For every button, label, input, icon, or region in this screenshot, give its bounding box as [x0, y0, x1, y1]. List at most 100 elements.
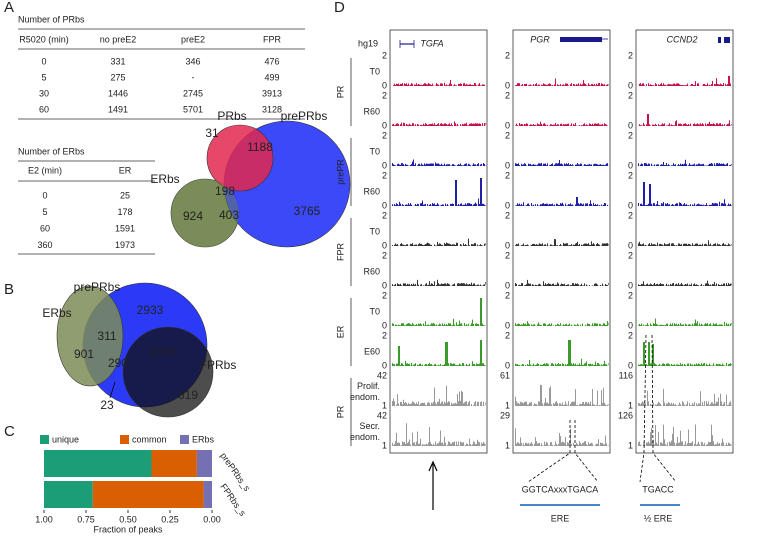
rule — [109, 381, 116, 399]
signal-track — [392, 79, 486, 86]
venn-circle — [206, 124, 274, 192]
signal-track — [392, 121, 486, 126]
signal-track — [638, 182, 732, 206]
arrow — [428, 460, 438, 510]
signal-track — [638, 318, 732, 326]
scale-label: 2 — [628, 210, 633, 220]
signal-track — [638, 240, 732, 246]
scale-label: 2 — [505, 130, 510, 140]
scale-label: 1 — [382, 440, 387, 450]
table-cell: 275 — [110, 72, 125, 82]
table-cell: 3128 — [262, 104, 282, 114]
scale-label: 2 — [382, 250, 387, 260]
table-cell: 346 — [185, 56, 200, 66]
scale-label: 2 — [382, 90, 387, 100]
scale-label: 0 — [628, 120, 633, 130]
signal-track — [515, 197, 609, 206]
table-cell: 1446 — [108, 88, 128, 98]
signal-track — [515, 340, 609, 366]
signal-track — [392, 178, 486, 206]
scale-label: 2 — [505, 170, 510, 180]
signal-track — [392, 385, 486, 406]
legend-swatch — [40, 435, 49, 444]
table-cell: 1591 — [115, 223, 135, 233]
scale-label: 116 — [619, 370, 633, 380]
group-label: ER — [335, 325, 345, 338]
table-cell: 1973 — [115, 240, 135, 250]
track-label: endom. — [350, 392, 380, 402]
panel-letter: D — [334, 0, 345, 16]
dashed-guide — [651, 334, 677, 483]
gene-glyph — [724, 37, 730, 43]
signal-track — [638, 342, 732, 366]
scale-label: 0 — [505, 80, 510, 90]
x-tick-label: 1.00 — [35, 514, 53, 524]
table-cell: 331 — [110, 56, 125, 66]
table-cell: 0 — [41, 56, 46, 66]
motif-sequence: TGACC — [642, 484, 674, 494]
set-label: ERbs — [150, 172, 179, 186]
x-tick-label: 0.00 — [203, 514, 221, 524]
track-box — [635, 29, 734, 454]
scale-label: 1 — [505, 400, 510, 410]
table-cell: 476 — [264, 56, 279, 66]
bar-segment — [44, 450, 152, 477]
scale-label: 0 — [628, 80, 633, 90]
table-header: E2 (min) — [28, 165, 62, 175]
table-cell: 178 — [117, 207, 132, 217]
table-cell: 5 — [41, 72, 46, 82]
venn-circle — [56, 285, 124, 387]
track-label: Prolif. — [357, 381, 380, 391]
group-label: PR — [335, 85, 345, 98]
scale-label: 0 — [382, 120, 387, 130]
table-cell: 0 — [42, 190, 47, 200]
scale-label: 0 — [382, 200, 387, 210]
signal-track — [515, 159, 609, 166]
table-cell: 1491 — [108, 104, 128, 114]
signal-track — [638, 159, 732, 166]
panel-letter: A — [4, 0, 14, 16]
scale-label: 0 — [505, 120, 510, 130]
track-label: R60 — [363, 266, 380, 276]
scale-label: 0 — [628, 200, 633, 210]
scale-label: 0 — [505, 160, 510, 170]
group-label: FPR — [335, 242, 345, 261]
scale-label: 2 — [382, 130, 387, 140]
signal-track — [515, 121, 609, 126]
scale-label: 0 — [505, 360, 510, 370]
scale-label: 42 — [377, 370, 387, 380]
bar-segment — [44, 481, 93, 508]
gene-name: PGR — [530, 34, 550, 44]
scale-label: 2 — [628, 290, 633, 300]
scale-label: 0 — [628, 360, 633, 370]
signal-track — [392, 159, 486, 166]
gene-name: CCND2 — [666, 34, 697, 44]
region-count: 924 — [183, 209, 203, 223]
track-box — [389, 29, 488, 454]
dashed-guide — [639, 334, 647, 483]
scale-label: 0 — [628, 240, 633, 250]
track-label: T0 — [369, 306, 380, 316]
group-label: prePR — [335, 159, 345, 185]
scale-label: 2 — [628, 90, 633, 100]
scale-label: 1 — [628, 400, 633, 410]
scale-label: 0 — [505, 320, 510, 330]
region-count: 901 — [74, 347, 94, 361]
signal-track — [515, 279, 609, 286]
motif-sequence: GGTCAxxxTGACA — [522, 484, 599, 494]
signal-track — [392, 238, 486, 246]
venn-circle — [122, 326, 214, 418]
region-count: 1188 — [247, 140, 273, 154]
scale-label: 0 — [628, 280, 633, 290]
dashed-guide — [527, 420, 571, 483]
table-cell: 60 — [40, 223, 50, 233]
table-cell: 60 — [39, 104, 49, 114]
signal-track — [638, 388, 732, 406]
gene-glyph — [718, 37, 721, 43]
legend-swatch — [180, 435, 189, 444]
scale-label: 126 — [618, 410, 633, 420]
scale-label: 2 — [505, 90, 510, 100]
signal-track — [392, 340, 486, 366]
scale-label: 2 — [505, 50, 510, 60]
